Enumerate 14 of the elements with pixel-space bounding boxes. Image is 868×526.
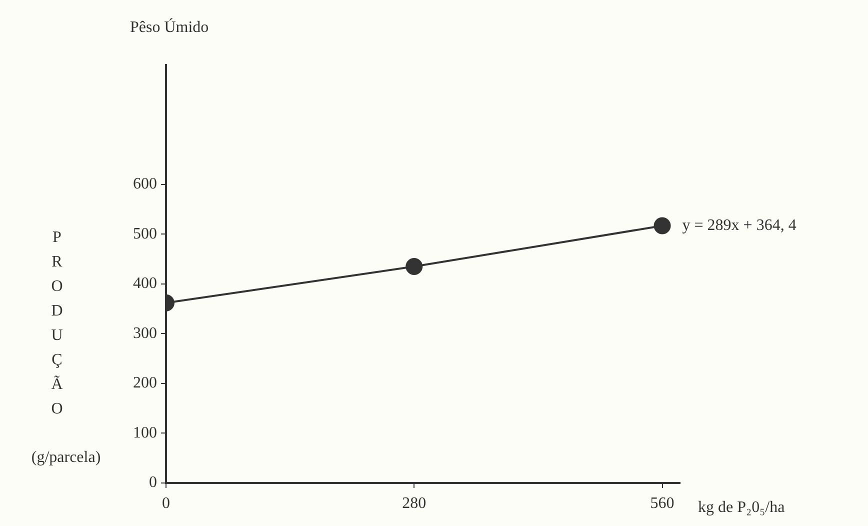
y-tick-label: 100 xyxy=(133,424,157,442)
x-tick-label: 280 xyxy=(402,494,426,512)
x-tick-label: 560 xyxy=(650,494,674,512)
y-tick-label: 0 xyxy=(149,474,157,492)
chart-title: Pêso Úmido xyxy=(130,18,209,36)
text: PRODUÇÃO (g/parcela) xyxy=(31,229,101,466)
y-tick-label: 400 xyxy=(133,275,157,292)
x-axis-title: kg de P₂0₅/ha xyxy=(698,499,785,516)
x-tick-label: 0 xyxy=(162,494,170,512)
y-tick-label: 300 xyxy=(133,324,157,342)
y-tick-label: 200 xyxy=(133,374,157,392)
annotation: y = 289x + 364, 4 xyxy=(682,216,796,234)
y-tick-label: 600 xyxy=(133,176,157,193)
y-tick-label: 500 xyxy=(133,225,157,242)
